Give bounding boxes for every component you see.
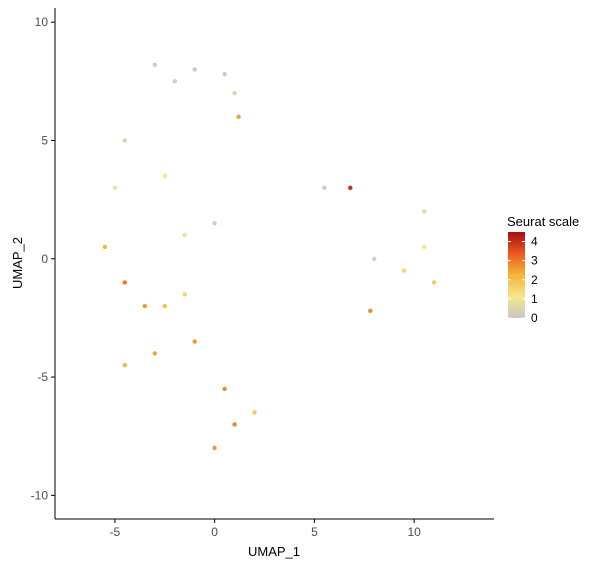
data-point <box>192 67 197 72</box>
data-point <box>122 363 128 368</box>
data-point <box>222 386 227 392</box>
data-point <box>232 422 237 427</box>
data-point <box>236 114 241 120</box>
data-point <box>322 185 327 190</box>
legend-tick-label: 1 <box>531 292 538 306</box>
x-tick-label: 10 <box>408 525 422 539</box>
colorbar <box>508 232 525 318</box>
x-axis-title: UMAP_1 <box>248 544 300 559</box>
data-point <box>172 79 177 84</box>
y-tick-label: 5 <box>41 133 48 147</box>
data-point <box>402 268 407 273</box>
x-tick-label: 0 <box>211 525 218 539</box>
y-tick-label: -10 <box>31 488 49 502</box>
legend: Seurat scale 0 1 2 3 4 <box>507 214 579 325</box>
data-point <box>152 62 157 67</box>
data-point <box>182 292 187 297</box>
data-point <box>368 308 373 313</box>
data-point <box>102 244 108 250</box>
data-point <box>212 221 217 226</box>
data-point <box>162 173 167 179</box>
legend-tick-label: 0 <box>531 311 538 325</box>
legend-tick-label: 4 <box>531 235 538 249</box>
legend-tick-label: 3 <box>531 254 538 268</box>
x-tick-label: 5 <box>311 525 318 539</box>
y-tick-label: -5 <box>37 370 48 384</box>
y-tick-label: 0 <box>41 252 48 266</box>
legend-tick-label: 2 <box>531 273 538 287</box>
y-tick-label: 10 <box>35 15 49 29</box>
x-tick-label: -5 <box>110 525 121 539</box>
data-point <box>112 185 118 190</box>
legend-title: Seurat scale <box>507 214 579 229</box>
data-point <box>372 256 377 261</box>
data-point <box>252 410 257 415</box>
points-layer <box>102 62 437 451</box>
data-point <box>122 138 128 143</box>
data-point <box>182 232 187 238</box>
data-point <box>192 339 197 344</box>
data-point <box>122 280 128 285</box>
data-point <box>348 185 353 190</box>
legend-ticks: 0 1 2 3 4 <box>508 235 538 325</box>
data-point <box>431 280 437 285</box>
data-point <box>152 351 157 356</box>
data-point <box>232 91 237 96</box>
y-ticks: -10 -5 0 5 10 <box>31 15 55 502</box>
data-point <box>162 303 167 309</box>
data-point <box>422 244 427 250</box>
x-ticks: -5 0 5 10 <box>110 519 422 539</box>
data-point <box>422 209 427 214</box>
data-point <box>212 445 217 451</box>
y-axis-title: UMAP_2 <box>10 237 25 289</box>
data-point <box>222 72 227 77</box>
data-point <box>142 303 147 309</box>
